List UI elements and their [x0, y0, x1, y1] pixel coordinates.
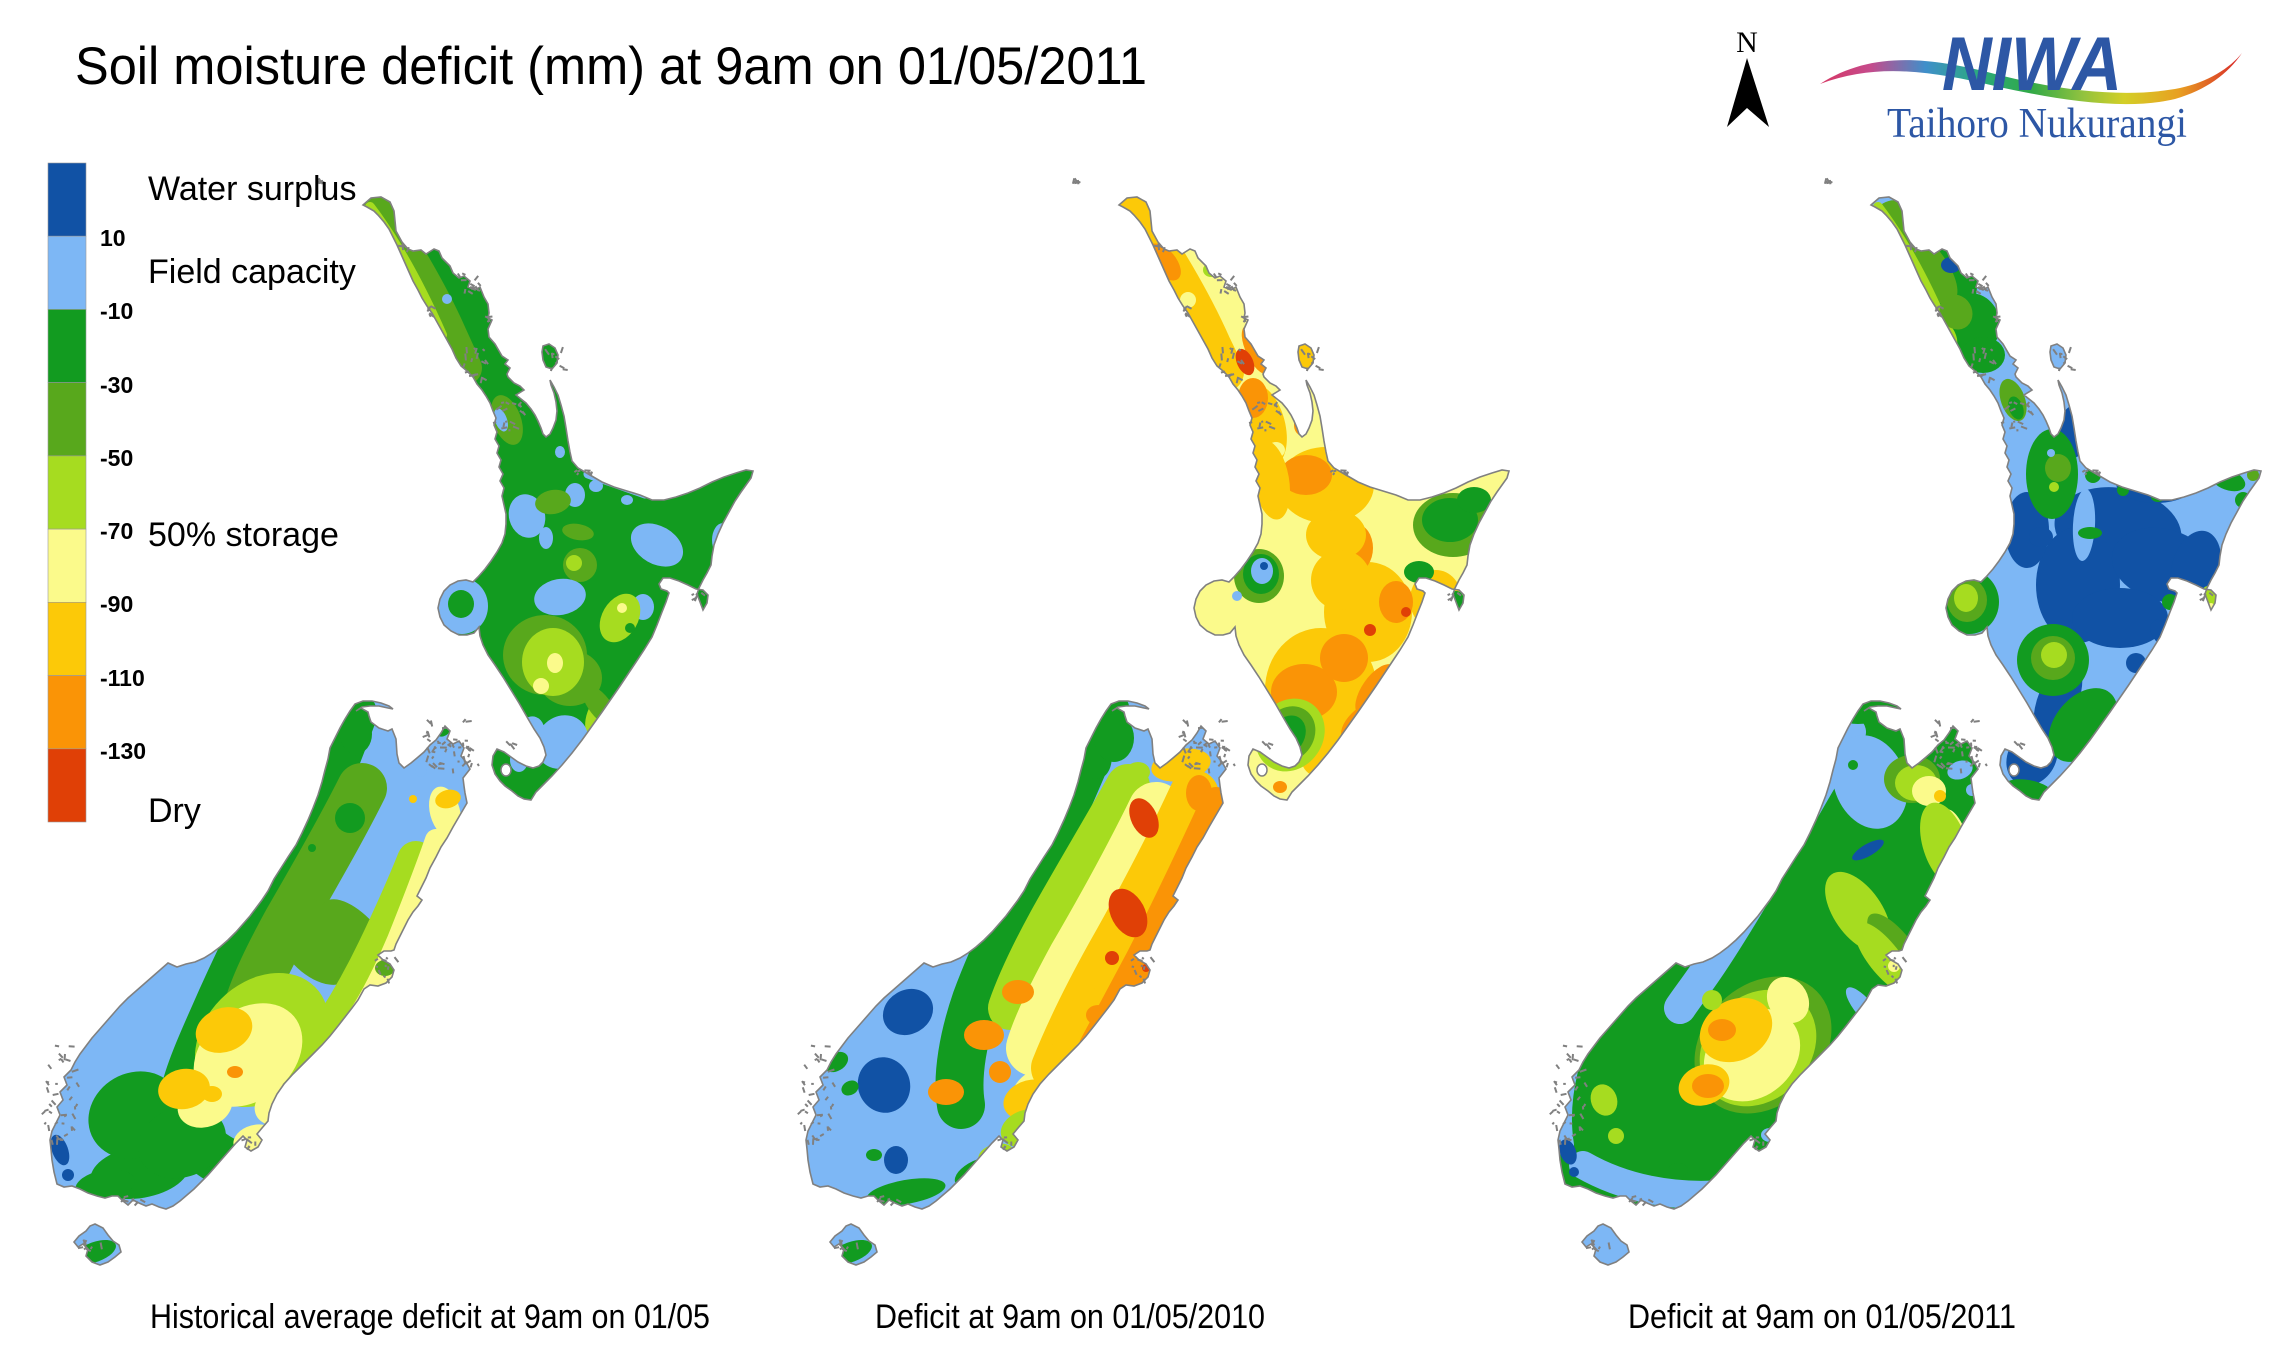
svg-text:Historical average deficit at: Historical average deficit at 9am on 01/… — [150, 1298, 710, 1336]
svg-text:-30: -30 — [100, 372, 133, 398]
svg-text:Deficit at 9am on 01/05/2011: Deficit at 9am on 01/05/2011 — [1628, 1298, 2016, 1336]
svg-text:-70: -70 — [100, 518, 133, 544]
svg-text:-10: -10 — [100, 298, 133, 324]
svg-text:Dry: Dry — [148, 792, 201, 830]
svg-text:N: N — [1736, 26, 1758, 59]
svg-text:-130: -130 — [100, 738, 146, 764]
svg-text:Soil moisture deficit (mm) at: Soil moisture deficit (mm) at 9am on 01/… — [75, 37, 1147, 96]
svg-text:Taihoro Nukurangi: Taihoro Nukurangi — [1887, 101, 2187, 147]
svg-text:Water surplus: Water surplus — [148, 170, 356, 208]
svg-text:50% storage: 50% storage — [148, 516, 339, 554]
svg-text:-110: -110 — [100, 665, 145, 691]
svg-text:Deficit at 9am on 01/05/2010: Deficit at 9am on 01/05/2010 — [875, 1298, 1265, 1336]
svg-text:-90: -90 — [100, 591, 133, 617]
svg-text:Field capacity: Field capacity — [148, 253, 356, 291]
svg-text:10: 10 — [100, 225, 126, 251]
svg-text:-50: -50 — [100, 445, 133, 471]
svg-text:NIWA: NIWA — [1942, 22, 2122, 107]
